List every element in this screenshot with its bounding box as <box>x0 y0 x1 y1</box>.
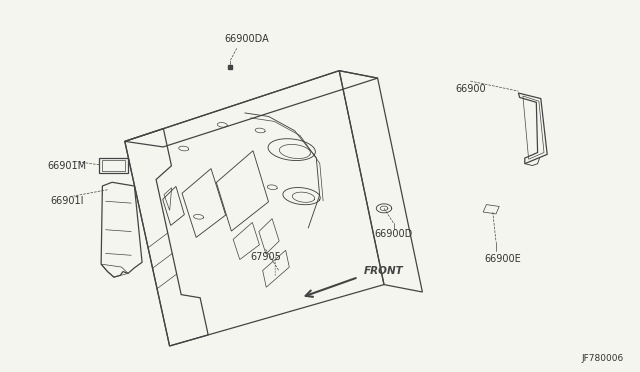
Text: 66900E: 66900E <box>484 254 521 263</box>
Text: 66901I: 66901I <box>51 196 84 206</box>
Text: 67905: 67905 <box>250 252 281 262</box>
Text: FRONT: FRONT <box>364 266 403 276</box>
Text: JF780006: JF780006 <box>582 354 624 363</box>
Text: 66901M: 66901M <box>47 161 87 170</box>
Text: 66900DA: 66900DA <box>224 34 269 44</box>
Text: 66900D: 66900D <box>374 230 413 239</box>
Text: 66900: 66900 <box>455 84 486 94</box>
